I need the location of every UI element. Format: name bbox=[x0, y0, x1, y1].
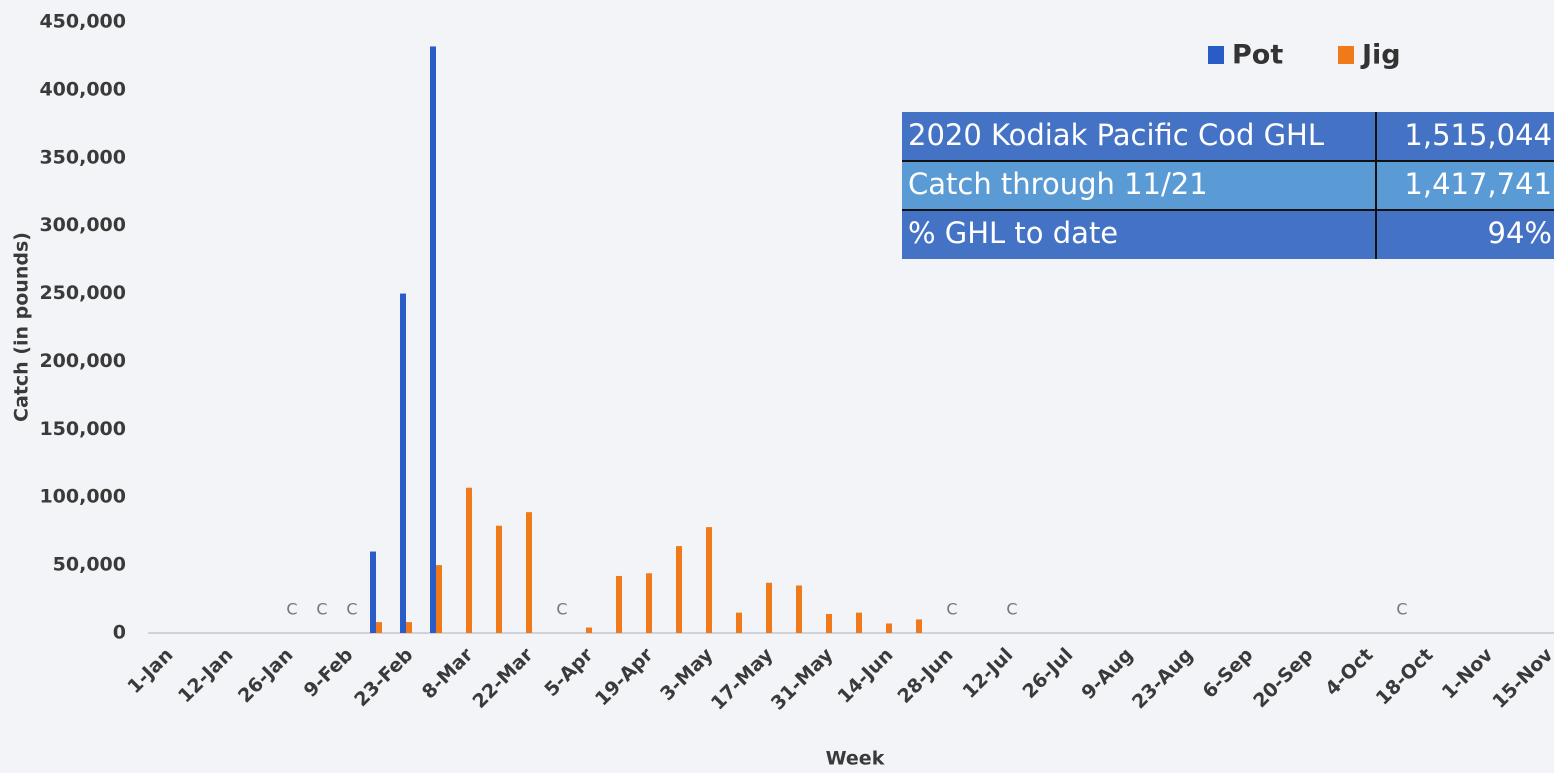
y-axis-label: Catch (in pounds) bbox=[11, 232, 33, 422]
x-tick-label: 22-Mar bbox=[469, 643, 538, 712]
x-tick-label: 5-Apr bbox=[540, 643, 598, 701]
table-cell: 1,515,044 bbox=[1404, 118, 1552, 152]
bar bbox=[496, 525, 502, 633]
x-tick-label: 26-Jan bbox=[234, 644, 297, 707]
y-tick-label: 0 bbox=[113, 622, 126, 644]
bar bbox=[370, 551, 376, 633]
x-axis-label: Week bbox=[826, 748, 885, 770]
legend-label: Jig bbox=[1360, 40, 1401, 71]
bar bbox=[526, 512, 532, 633]
bar bbox=[916, 619, 922, 633]
value-label: C bbox=[946, 600, 957, 619]
x-tick-label: 23-Feb bbox=[350, 644, 417, 711]
table-row bbox=[902, 210, 1554, 259]
x-tick-label: 26-Jul bbox=[1018, 644, 1077, 703]
x-tick-label: 15-Nov bbox=[1488, 643, 1554, 712]
x-tick-label: 1-Jan bbox=[123, 644, 177, 698]
bar bbox=[676, 546, 682, 633]
x-tick-label: 28-Jun bbox=[893, 644, 957, 708]
bar bbox=[706, 527, 712, 633]
bar bbox=[856, 612, 862, 633]
bar bbox=[886, 623, 892, 633]
legend-swatch bbox=[1338, 46, 1354, 64]
bar bbox=[616, 575, 622, 633]
bar bbox=[406, 622, 412, 633]
x-tick-label: 4-Oct bbox=[1321, 644, 1377, 700]
bar bbox=[826, 613, 832, 633]
y-tick-label: 400,000 bbox=[39, 78, 126, 100]
x-tick-label: 9-Feb bbox=[300, 644, 358, 702]
x-tick-label: 8-Mar bbox=[418, 643, 478, 703]
value-label: C bbox=[556, 600, 567, 619]
x-tick-label: 14-Jun bbox=[833, 644, 897, 708]
bar bbox=[430, 46, 436, 633]
table-cell: 2020 Kodiak Pacific Cod GHL bbox=[908, 118, 1324, 152]
x-tick-label: 23-Aug bbox=[1128, 644, 1197, 713]
bar bbox=[376, 622, 382, 633]
table-cell: 1,417,741 bbox=[1404, 167, 1552, 201]
value-label: C bbox=[1396, 600, 1407, 619]
x-tick-label: 17-May bbox=[707, 643, 778, 714]
y-tick-label: 350,000 bbox=[39, 146, 126, 168]
table-cell: Catch through 11/21 bbox=[908, 167, 1208, 201]
bar bbox=[646, 573, 652, 633]
x-tick-label: 9-Aug bbox=[1077, 644, 1137, 704]
x-tick-label: 31-May bbox=[767, 643, 838, 714]
x-tick-label: 6-Sep bbox=[1199, 644, 1258, 703]
table-row bbox=[902, 161, 1554, 210]
value-label: C bbox=[1006, 600, 1017, 619]
table-cell: % GHL to date bbox=[908, 216, 1118, 250]
bar bbox=[466, 487, 472, 633]
table-row bbox=[902, 112, 1554, 161]
y-tick-label: 450,000 bbox=[39, 11, 126, 33]
y-tick-label: 150,000 bbox=[39, 418, 126, 440]
legend-label: Pot bbox=[1232, 40, 1283, 71]
y-tick-label: 250,000 bbox=[39, 282, 126, 304]
bar bbox=[736, 612, 742, 633]
bar bbox=[436, 565, 442, 633]
x-tick-label: 18-Oct bbox=[1372, 644, 1438, 710]
bar bbox=[586, 627, 592, 633]
y-tick-label: 200,000 bbox=[39, 350, 126, 372]
y-tick-label: 100,000 bbox=[39, 486, 126, 508]
value-label: C bbox=[286, 600, 297, 619]
y-tick-label: 300,000 bbox=[39, 214, 126, 236]
x-tick-label: 12-Jul bbox=[958, 644, 1017, 703]
x-tick-label: 12-Jan bbox=[174, 644, 237, 707]
value-label: C bbox=[316, 600, 327, 619]
legend-swatch bbox=[1208, 46, 1224, 64]
bar bbox=[796, 585, 802, 633]
value-label: C bbox=[346, 600, 357, 619]
bar bbox=[400, 293, 406, 633]
x-tick-label: 1-Nov bbox=[1438, 643, 1498, 703]
x-tick-label: 19-Apr bbox=[591, 643, 658, 710]
x-tick-label: 20-Sep bbox=[1249, 644, 1317, 712]
y-tick-label: 50,000 bbox=[53, 554, 126, 576]
table-cell: 94% bbox=[1488, 216, 1552, 250]
bar bbox=[766, 582, 772, 633]
